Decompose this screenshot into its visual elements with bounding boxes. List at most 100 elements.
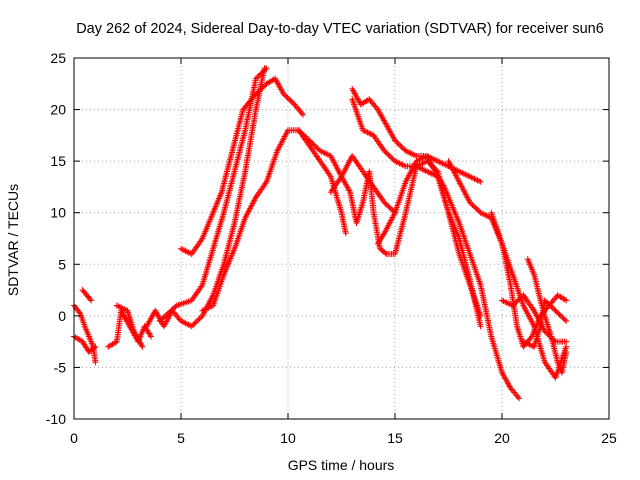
series-track-8 (178, 75, 306, 257)
data-point (563, 349, 570, 355)
data-point (397, 142, 404, 149)
data-point (477, 323, 484, 330)
data-point (393, 138, 400, 145)
data-point (192, 319, 199, 326)
x-tick-label: 25 (601, 430, 617, 446)
data-point (256, 71, 263, 78)
data-point (382, 149, 389, 156)
data-point (561, 316, 568, 323)
data-point (381, 147, 388, 154)
data-point (195, 316, 202, 323)
data-point (139, 343, 146, 350)
data-point (468, 200, 475, 207)
data-point (396, 141, 402, 148)
data-point (252, 91, 259, 98)
data-point (190, 321, 196, 328)
data-point (466, 199, 473, 206)
series-track-12 (349, 85, 484, 319)
x-axis-label: GPS time / hours (288, 457, 395, 473)
data-point (513, 298, 520, 305)
series-track-16 (488, 209, 570, 350)
data-point (297, 128, 303, 135)
y-tick-label: 10 (50, 205, 66, 221)
data-point (311, 142, 318, 149)
data-point (309, 140, 316, 147)
y-tick-label: 20 (50, 102, 66, 118)
data-point (563, 343, 570, 350)
data-point (298, 110, 305, 117)
data-point (282, 92, 289, 99)
data-point (384, 202, 390, 208)
y-tick-label: -5 (54, 359, 67, 375)
data-point (263, 65, 270, 72)
data-point (394, 140, 401, 147)
data-point (302, 133, 309, 140)
data-point (516, 296, 523, 303)
data-point (563, 338, 570, 345)
data-point (342, 230, 349, 237)
data-point (559, 314, 566, 321)
data-point (388, 154, 394, 161)
data-point (388, 205, 394, 212)
data-point (300, 111, 306, 118)
plot-frame (73, 57, 610, 420)
data-point (543, 298, 550, 305)
data-point (76, 309, 83, 316)
y-tick-label: 5 (58, 256, 66, 272)
data-point (305, 136, 312, 143)
data-point (255, 73, 262, 80)
data-point (516, 395, 523, 402)
data-point (288, 98, 295, 105)
data-point (280, 91, 287, 98)
data-point (260, 67, 267, 74)
data-point (555, 310, 562, 317)
data-point (469, 202, 476, 208)
y-tick-label: -10 (46, 411, 66, 427)
data-point (386, 153, 393, 159)
data-point (148, 333, 154, 340)
data-point (298, 129, 305, 136)
data-point (477, 178, 484, 185)
data-point (88, 297, 95, 304)
data-point (254, 89, 261, 96)
data-point (384, 150, 390, 157)
data-point (194, 318, 201, 324)
data-point (259, 84, 266, 91)
data-point (91, 344, 98, 351)
data-point (389, 207, 396, 214)
data-point (191, 320, 198, 327)
series-track-1 (71, 302, 99, 366)
data-point (563, 297, 570, 304)
data-point (560, 315, 567, 322)
data-point (551, 306, 558, 313)
data-point (552, 307, 559, 314)
data-point (381, 199, 388, 206)
x-tick-label: 0 (70, 430, 78, 446)
data-point (310, 141, 317, 148)
data-point (287, 97, 294, 104)
data-point (549, 305, 556, 312)
y-axis-label: SDTVAR / TECUs (5, 184, 21, 296)
series-track-18 (520, 297, 570, 350)
x-tick-label: 10 (280, 430, 296, 446)
data-point (382, 249, 389, 256)
y-tick-label: 0 (58, 308, 66, 324)
x-tick-label: 5 (177, 430, 185, 446)
data-point (283, 93, 290, 100)
data-point (303, 134, 310, 141)
data-point (392, 137, 398, 144)
series-track-5 (113, 302, 146, 350)
data-point (473, 205, 480, 212)
series-track-7 (156, 65, 270, 324)
data-point (547, 302, 554, 309)
data-point (553, 309, 560, 315)
data-point (512, 300, 519, 306)
data-point (259, 69, 266, 76)
series-track-3 (79, 287, 95, 304)
data-point (382, 200, 389, 207)
data-point (92, 359, 99, 366)
data-point (364, 97, 371, 104)
series-track-13 (349, 96, 523, 402)
data-point (306, 137, 313, 144)
